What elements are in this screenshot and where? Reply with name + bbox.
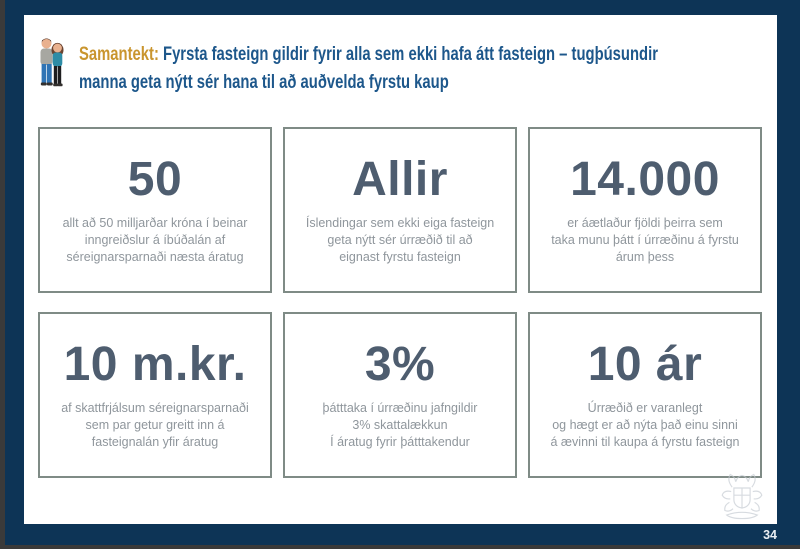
title-line1-text: Fyrsta fasteign gildir fyrir alla sem ek… [163, 43, 658, 65]
stat-value: 10 m.kr. [63, 337, 247, 391]
stat-desc-line: og hægt er að nýta það einu sinni [552, 417, 738, 432]
title-line-1: Samantekt: Fyrsta fasteign gildir fyrir … [79, 40, 658, 68]
stat-value: 3% [364, 337, 436, 391]
stat-desc-line: þátttaka í úrræðinu jafngildir [322, 400, 478, 415]
stats-grid: 50 allt að 50 milljarðar króna í beinar … [38, 127, 762, 478]
stat-desc-line: fasteignalán yfir áratug [91, 434, 219, 449]
slide-title: Samantekt: Fyrsta fasteign gildir fyrir … [79, 40, 777, 96]
stat-desc-line: af skattfrjálsum séreignarsparnaði [61, 400, 249, 415]
stat-description: Úrræðið er varanlegt og hægt er að nýta … [551, 400, 740, 451]
stat-box-50: 50 allt að 50 milljarðar króna í beinar … [38, 127, 272, 293]
stat-description: allt að 50 milljarðar króna í beinar inn… [63, 215, 248, 266]
stat-desc-line: Íslendingar sem ekki eiga fasteign [305, 215, 495, 230]
slide-header: Samantekt: Fyrsta fasteign gildir fyrir … [38, 37, 777, 105]
stat-desc-line: geta nýtt sér úrræðið til að [327, 232, 473, 247]
stat-box-10mkr: 10 m.kr. af skattfrjálsum séreignarsparn… [38, 312, 272, 478]
stat-box-14000: 14.000 er áætlaður fjöldi þeirra sem tak… [528, 127, 762, 293]
stat-description: Íslendingar sem ekki eiga fasteign geta … [306, 215, 494, 266]
stat-value: 10 ár [587, 337, 703, 391]
stat-description: er áætlaður fjöldi þeirra sem taka munu … [551, 215, 739, 266]
stat-value: 14.000 [570, 152, 720, 206]
stat-value: Allir [352, 152, 448, 206]
iceland-coat-of-arms-watermark [721, 473, 763, 520]
slide-content: Samantekt: Fyrsta fasteign gildir fyrir … [24, 15, 777, 524]
stat-desc-line: allt að 50 milljarðar króna í beinar [62, 215, 248, 230]
stat-desc-line: 3% skattalækkun [352, 417, 448, 432]
stat-desc-line: sem par getur greitt inn á [85, 417, 225, 432]
stat-box-3pct: 3% þátttaka í úrræðinu jafngildir 3% ska… [283, 312, 517, 478]
stat-desc-line: Í áratug fyrir þátttakendur [330, 434, 470, 449]
slide-frame: Samantekt: Fyrsta fasteign gildir fyrir … [5, 0, 800, 545]
page-number: 34 [763, 528, 777, 542]
stat-desc-line: taka munu þátt í úrræðinu á fyrstu [551, 232, 739, 247]
stat-value: 50 [127, 152, 183, 206]
stat-description: af skattfrjálsum séreignarsparnaði sem p… [61, 400, 249, 451]
stat-desc-line: Úrræðið er varanlegt [587, 400, 703, 415]
title-line-2: manna geta nýtt sér hana til að auðvelda… [79, 68, 658, 96]
stat-box-10ar: 10 ár Úrræðið er varanlegt og hægt er að… [528, 312, 762, 478]
stat-desc-line: árum þess [615, 249, 675, 264]
stat-desc-line: er áætlaður fjöldi þeirra sem [567, 215, 723, 230]
title-line2-text: manna geta nýtt sér hana til að auðvelda… [79, 71, 449, 93]
title-prefix: Samantekt: [79, 43, 159, 65]
stat-box-allir: Allir Íslendingar sem ekki eiga fasteign… [283, 127, 517, 293]
couple-icon [40, 38, 64, 87]
stat-desc-line: inngreiðslur á íbúðalán af [84, 232, 226, 247]
stat-desc-line: séreignarsparnaði næsta áratug [66, 249, 244, 264]
stat-description: þátttaka í úrræðinu jafngildir 3% skatta… [323, 400, 478, 451]
stat-desc-line: á ævinni til kaupa á fyrstu fasteign [550, 434, 740, 449]
stat-desc-line: eignast fyrstu fasteign [339, 249, 461, 264]
